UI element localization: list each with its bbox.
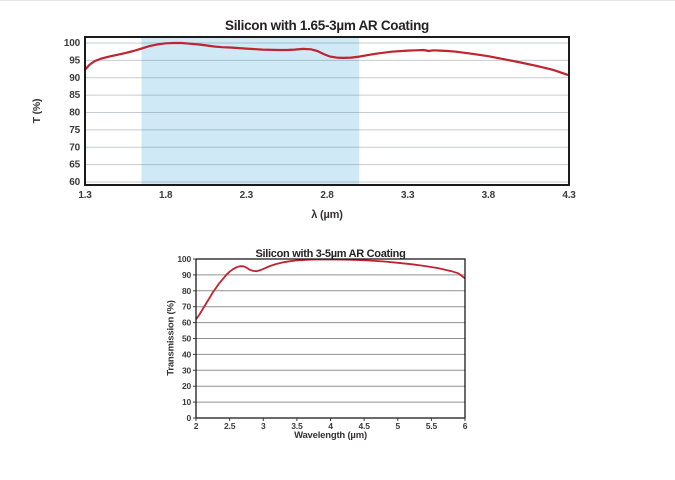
chart-top-title: Silicon with 1.65-3µm AR Coating: [225, 18, 429, 34]
x-tick-label: 2.5: [224, 421, 236, 431]
y-tick-label: 60: [69, 177, 80, 188]
chart-bottom-title: Silicon with 3-5µm AR Coating: [255, 248, 406, 261]
x-tick-label: 1.3: [78, 190, 92, 201]
y-tick-label: 90: [69, 73, 80, 84]
y-tick-label: 100: [64, 38, 81, 49]
y-tick-label: 10: [182, 397, 192, 407]
chart-bottom-x-axis-title: Wavelength (µm): [294, 430, 367, 441]
y-tick-label: 40: [182, 349, 192, 359]
transmission-curve: [85, 41, 569, 77]
x-tick-label: 5.5: [426, 421, 438, 431]
y-tick-label: 85: [69, 90, 80, 101]
plot-border: [84, 36, 570, 186]
y-tick-label: 20: [182, 381, 192, 391]
y-tick-label: 0: [186, 413, 191, 423]
y-tick-label: 50: [182, 334, 192, 344]
y-tick-label: 100: [177, 254, 191, 264]
y-tick-label: 80: [69, 108, 80, 119]
y-tick-label: 90: [182, 270, 192, 280]
chart-bottom-y-axis-title: Transmission (%): [165, 300, 177, 376]
x-tick-label: 4.3: [562, 190, 576, 201]
x-tick-label: 2: [194, 421, 199, 431]
x-tick-label: 3.8: [482, 190, 496, 201]
chart-top-x-axis-title: λ (µm): [311, 209, 343, 221]
transmission-curve: [196, 259, 465, 321]
x-tick-label: 3.3: [401, 190, 415, 201]
page-top-border: [0, 0, 675, 1]
x-tick-label: 4: [328, 421, 333, 431]
x-tick-label: 2.8: [320, 190, 334, 201]
y-tick-label: 30: [182, 365, 192, 375]
y-tick-label: 95: [69, 55, 80, 66]
y-tick-label: 65: [69, 160, 80, 171]
x-tick-label: 3: [261, 421, 266, 431]
highlight-band: [141, 37, 360, 185]
y-tick-label: 60: [182, 318, 192, 328]
y-tick-label: 75: [69, 125, 80, 136]
x-tick-label: 6: [463, 421, 468, 431]
y-tick-label: 80: [182, 286, 192, 296]
x-tick-label: 5: [395, 421, 400, 431]
x-tick-label: 1.8: [159, 190, 173, 201]
x-tick-label: 2.3: [240, 190, 254, 201]
x-tick-label: 4.5: [359, 421, 371, 431]
y-tick-label: 70: [69, 142, 80, 153]
y-tick-label: 70: [182, 302, 192, 312]
x-tick-label: 3.5: [291, 421, 303, 431]
